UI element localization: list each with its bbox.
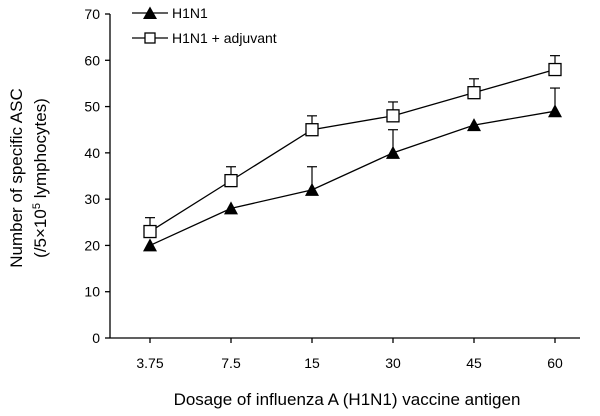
legend-label-h1n1: H1N1 xyxy=(172,5,208,21)
series-h1n1-adjuvant xyxy=(143,55,562,239)
data-point xyxy=(548,62,562,77)
y-axis-ticks: 0 10 20 30 40 50 60 70 xyxy=(84,6,110,346)
x-tick-label: 45 xyxy=(466,355,482,371)
legend-marker-h1n1-adjuvant xyxy=(144,32,156,44)
legend: H1N1 H1N1 + adjuvant xyxy=(132,5,277,46)
series-line-h1n1 xyxy=(149,110,556,247)
y-tick-label: 40 xyxy=(84,145,100,161)
plot-area xyxy=(143,55,562,252)
series-h1n1 xyxy=(143,87,562,252)
x-tick-label: 15 xyxy=(304,355,320,371)
y-tick-label: 30 xyxy=(84,191,100,207)
legend-label-h1n1-adjuvant: H1N1 + adjuvant xyxy=(172,30,277,46)
y-axis-subtitle-post: lymphocytes) xyxy=(31,98,50,203)
y-axis-subtitle-sup: 5 xyxy=(31,203,43,209)
x-axis-ticks: 3.75 7.5 15 30 45 60 xyxy=(136,338,563,371)
x-tick-label: 30 xyxy=(385,355,401,371)
series-line-h1n1-adjuvant xyxy=(149,68,556,233)
data-point xyxy=(467,86,481,100)
data-point xyxy=(305,182,319,196)
data-point xyxy=(224,201,238,215)
y-axis-title: Number of specific ASC xyxy=(7,88,26,268)
x-tick-label: 60 xyxy=(547,355,563,371)
y-axis-subtitle: (/5×105 lymphocytes) xyxy=(31,98,50,258)
y-tick-label: 10 xyxy=(84,284,100,300)
data-point xyxy=(305,123,319,137)
data-point xyxy=(467,118,481,132)
data-point xyxy=(548,104,562,118)
y-tick-label: 60 xyxy=(84,52,100,68)
y-tick-label: 20 xyxy=(84,237,100,253)
data-point xyxy=(386,145,400,159)
data-point xyxy=(224,173,238,188)
x-axis-title: Dosage of influenza A (H1N1) vaccine ant… xyxy=(174,390,521,409)
data-point xyxy=(143,224,157,239)
x-tick-label: 3.75 xyxy=(136,355,163,371)
y-axis-subtitle-pre: (/5×10 xyxy=(31,209,50,258)
y-tick-label: 50 xyxy=(84,99,100,115)
x-tick-label: 7.5 xyxy=(221,355,241,371)
legend-marker-h1n1 xyxy=(143,6,157,19)
data-point xyxy=(386,109,400,123)
data-point xyxy=(143,238,157,252)
y-tick-label: 70 xyxy=(84,6,100,22)
y-tick-label: 0 xyxy=(92,330,100,346)
